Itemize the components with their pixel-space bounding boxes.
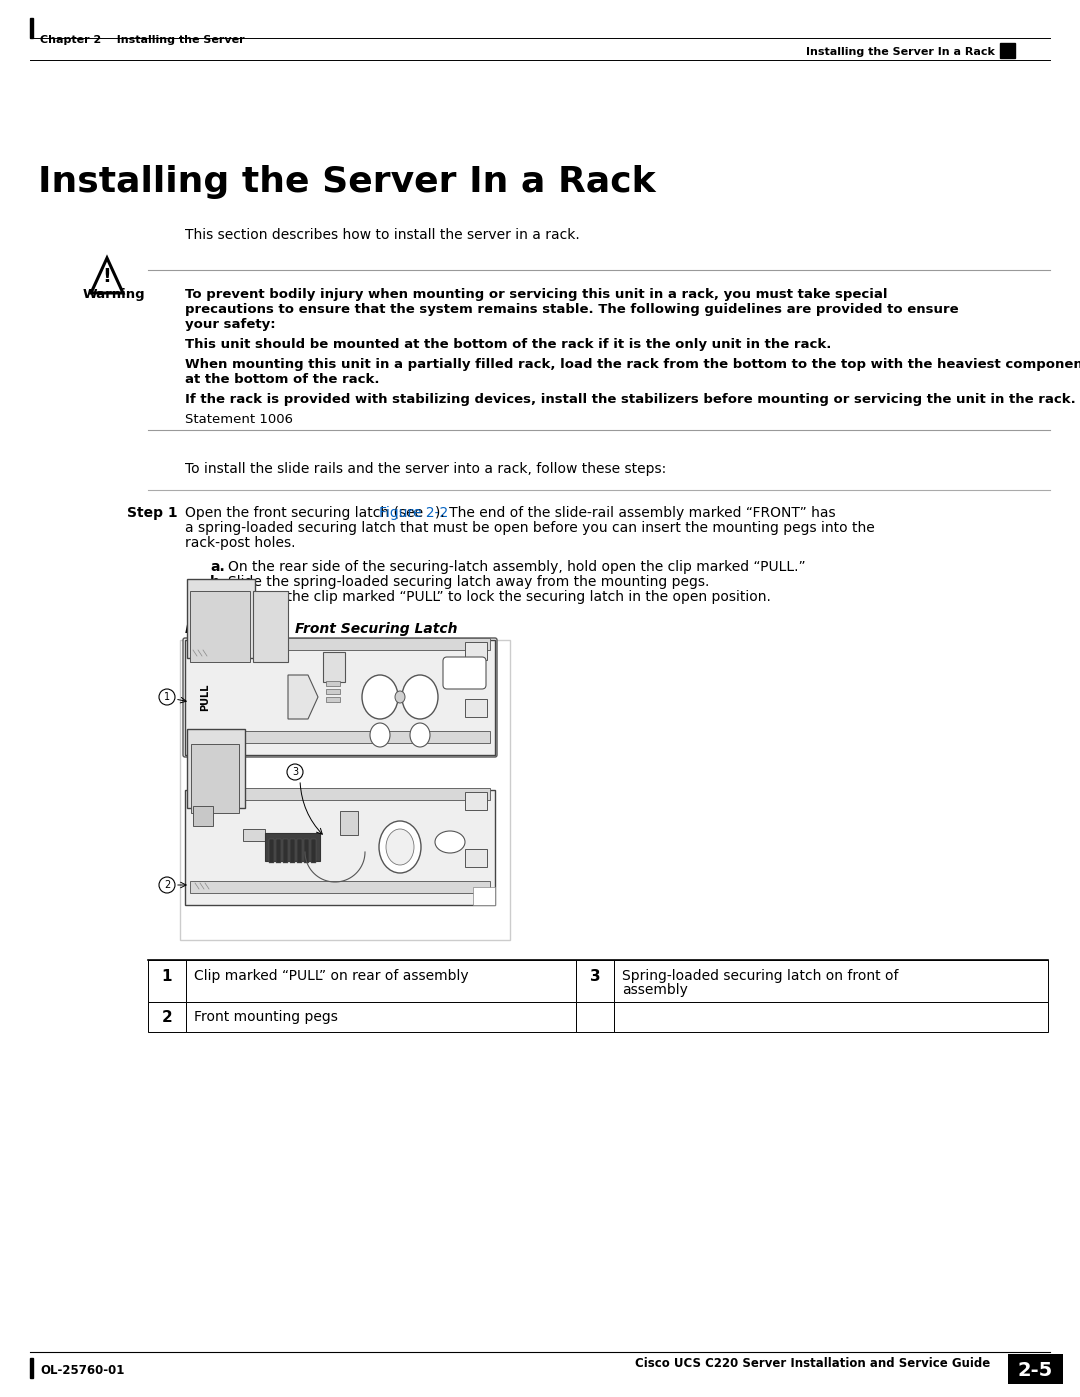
Bar: [185, 640, 495, 754]
Bar: [276, 840, 281, 863]
Bar: [340, 812, 357, 835]
Bar: [187, 729, 245, 807]
Bar: [30, 1358, 33, 1377]
Bar: [465, 643, 487, 659]
Text: Cisco UCS C220 Server Installation and Service Guide: Cisco UCS C220 Server Installation and S…: [635, 1356, 990, 1370]
Text: On the rear side of the securing-latch assembly, hold open the clip marked “PULL: On the rear side of the securing-latch a…: [228, 560, 806, 574]
Text: your safety:: your safety:: [185, 319, 275, 331]
Text: PULL: PULL: [200, 683, 210, 711]
Bar: [311, 840, 316, 863]
Text: !: !: [103, 267, 111, 286]
Ellipse shape: [386, 828, 414, 865]
Text: assembly: assembly: [622, 983, 688, 997]
Bar: [326, 689, 340, 694]
Bar: [576, 960, 615, 1002]
Bar: [186, 960, 576, 1002]
Ellipse shape: [379, 821, 421, 873]
Bar: [465, 698, 487, 717]
Text: To install the slide rails and the server into a rack, follow these steps:: To install the slide rails and the serve…: [185, 462, 666, 476]
Bar: [297, 840, 302, 863]
Text: 2: 2: [164, 880, 171, 890]
Text: Installing the Server In a Rack: Installing the Server In a Rack: [806, 47, 995, 57]
Bar: [291, 840, 295, 863]
Text: This unit should be mounted at the bottom of the rack if it is the only unit in : This unit should be mounted at the botto…: [185, 338, 832, 351]
Ellipse shape: [395, 692, 405, 703]
Ellipse shape: [410, 724, 430, 747]
Bar: [191, 745, 239, 813]
Bar: [265, 833, 320, 861]
Text: When mounting this unit in a partially filled rack, load the rack from the botto: When mounting this unit in a partially f…: [185, 358, 1080, 372]
Bar: [148, 1002, 186, 1032]
Text: To prevent bodily injury when mounting or servicing this unit in a rack, you mus: To prevent bodily injury when mounting o…: [185, 288, 888, 300]
Ellipse shape: [402, 675, 438, 719]
Text: Figure 2-2: Figure 2-2: [185, 622, 265, 636]
Bar: [465, 849, 487, 868]
Text: 2: 2: [162, 1010, 173, 1025]
Text: c.: c.: [210, 590, 224, 604]
Text: Figure 2-2: Figure 2-2: [379, 506, 448, 520]
Text: Step 1: Step 1: [127, 506, 178, 520]
Bar: [615, 1002, 1048, 1032]
Text: 3: 3: [590, 970, 600, 983]
Text: Open the front securing latch (see: Open the front securing latch (see: [185, 506, 428, 520]
Ellipse shape: [362, 675, 399, 719]
Bar: [615, 960, 1048, 1002]
Bar: [283, 840, 288, 863]
Bar: [190, 638, 490, 650]
Text: Chapter 2    Installing the Server: Chapter 2 Installing the Server: [40, 35, 245, 45]
Ellipse shape: [370, 724, 390, 747]
Polygon shape: [288, 675, 318, 719]
Text: precautions to ensure that the system remains stable. The following guidelines a: precautions to ensure that the system re…: [185, 303, 959, 316]
Bar: [326, 697, 340, 703]
Text: a.: a.: [210, 560, 225, 574]
Text: Release the clip marked “PULL” to lock the securing latch in the open position.: Release the clip marked “PULL” to lock t…: [228, 590, 771, 604]
Bar: [303, 840, 309, 863]
Text: rack-post holes.: rack-post holes.: [185, 536, 296, 550]
Text: at the bottom of the rack.: at the bottom of the rack.: [185, 373, 379, 386]
Ellipse shape: [435, 831, 465, 854]
Bar: [1000, 43, 1015, 59]
Bar: [187, 578, 255, 658]
Text: Warning: Warning: [82, 288, 145, 300]
Bar: [190, 882, 490, 893]
Text: a spring-loaded securing latch that must be open before you can insert the mount: a spring-loaded securing latch that must…: [185, 521, 875, 535]
Text: Spring-loaded securing latch on front of: Spring-loaded securing latch on front of: [622, 970, 899, 983]
Text: 1: 1: [164, 692, 170, 703]
Bar: [148, 960, 186, 1002]
Text: Clip marked “PULL” on rear of assembly: Clip marked “PULL” on rear of assembly: [194, 970, 469, 983]
FancyBboxPatch shape: [443, 657, 486, 689]
Text: Front mounting pegs: Front mounting pegs: [194, 1010, 338, 1024]
Text: b.: b.: [210, 576, 225, 590]
Bar: [243, 828, 265, 841]
Bar: [30, 18, 33, 38]
Bar: [185, 789, 495, 905]
Text: Slide the spring-loaded securing latch away from the mounting pegs.: Slide the spring-loaded securing latch a…: [228, 576, 710, 590]
Bar: [253, 591, 288, 662]
Text: If the rack is provided with stabilizing devices, install the stabilizers before: If the rack is provided with stabilizing…: [185, 393, 1076, 407]
Text: 1: 1: [162, 970, 172, 983]
Text: 2-5: 2-5: [1017, 1361, 1053, 1380]
Bar: [576, 1002, 615, 1032]
Bar: [473, 887, 495, 905]
Bar: [180, 640, 510, 940]
Bar: [269, 840, 274, 863]
Text: ). The end of the slide-rail assembly marked “FRONT” has: ). The end of the slide-rail assembly ma…: [435, 506, 835, 520]
Text: Installing the Server In a Rack: Installing the Server In a Rack: [38, 165, 656, 198]
Bar: [190, 731, 490, 743]
Text: Statement 1006: Statement 1006: [185, 414, 293, 426]
Text: 3: 3: [292, 767, 298, 777]
Bar: [326, 680, 340, 686]
Bar: [323, 652, 345, 682]
Bar: [465, 792, 487, 810]
Bar: [190, 788, 490, 800]
Bar: [190, 591, 249, 662]
Text: Front Securing Latch: Front Securing Latch: [295, 622, 458, 636]
Text: OL-25760-01: OL-25760-01: [40, 1363, 124, 1377]
FancyBboxPatch shape: [183, 638, 497, 757]
Bar: [193, 806, 213, 826]
Bar: [1008, 1354, 1063, 1384]
Bar: [186, 1002, 576, 1032]
Text: This section describes how to install the server in a rack.: This section describes how to install th…: [185, 228, 580, 242]
